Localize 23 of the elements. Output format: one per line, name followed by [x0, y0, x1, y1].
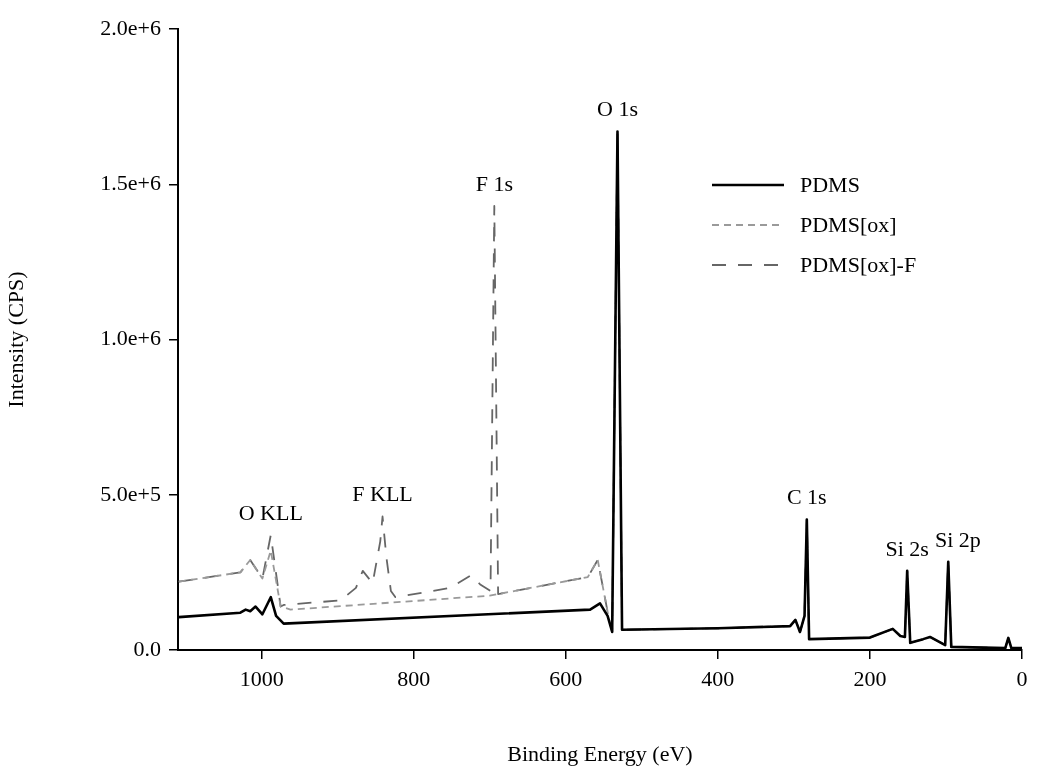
- y-tick-label: 0.0: [133, 635, 161, 661]
- x-tick-label: 1000: [239, 665, 284, 691]
- annotation: O KLL: [238, 499, 303, 525]
- annotation: C 1s: [786, 484, 827, 510]
- y-tick-label: 1.0e+6: [100, 325, 161, 351]
- legend-label: PDMS[ox]: [800, 211, 897, 237]
- x-tick-label: 800: [397, 665, 431, 691]
- y-tick-label: 1.5e+6: [100, 170, 161, 196]
- y-axis-title: Intensity (CPS): [2, 271, 28, 408]
- x-tick-label: 200: [853, 665, 887, 691]
- annotation: F KLL: [352, 481, 413, 507]
- x-tick-label: 600: [549, 665, 583, 691]
- annotation: O 1s: [597, 96, 638, 122]
- y-tick-label: 2.0e+6: [100, 14, 161, 40]
- x-axis-title: Binding Energy (eV): [507, 740, 693, 766]
- x-tick-label: 0: [1016, 665, 1028, 691]
- legend-label: PDMS: [800, 171, 860, 197]
- x-tick-label: 400: [701, 665, 735, 691]
- y-tick-label: 5.0e+5: [100, 480, 161, 506]
- legend-label: PDMS[ox]-F: [800, 251, 917, 277]
- annotation: Si 2s: [885, 535, 929, 561]
- annotation: Si 2p: [934, 526, 981, 552]
- annotation: F 1s: [475, 170, 513, 196]
